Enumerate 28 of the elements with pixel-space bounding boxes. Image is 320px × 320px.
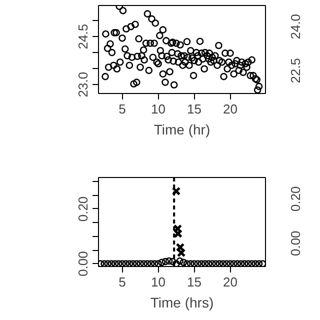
x-tick-label: 20 [223,102,238,116]
point [162,258,170,266]
point [173,224,182,234]
text: 0.00 [288,230,303,256]
point [165,257,173,265]
y-tick-label: 0.20 [76,196,90,222]
x-tick-label: 5 [118,102,126,116]
point [176,242,185,252]
y-tick-label: 0.00 [76,251,90,276]
point [180,258,188,266]
x-tick-label: 15 [187,274,202,290]
point [176,257,184,265]
x-axis-title: Time (hr) [154,122,210,138]
x-tick-label: 20 [223,274,238,290]
text: 24.0 [288,14,303,40]
point [172,186,181,196]
x-tick-label: 10 [151,274,166,290]
point [158,258,166,266]
x-tick-label: 5 [118,274,126,290]
text: 0.20 [288,186,303,212]
point [174,229,182,238]
x-tick-label: 15 [187,102,202,116]
text: 22.5 [288,58,303,84]
point [176,248,186,258]
x-tick-label: 10 [151,102,166,116]
x-axis-title: Time (hrs) [150,294,214,310]
y-tick-label: 23.0 [76,72,90,98]
y-tick-label: 24.5 [76,24,90,50]
